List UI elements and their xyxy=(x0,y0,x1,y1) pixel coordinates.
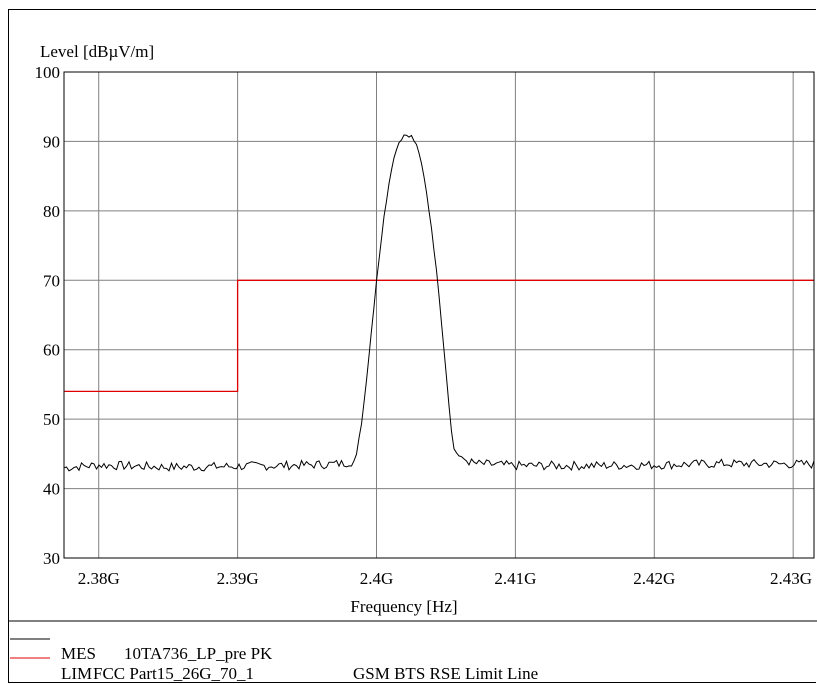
x-tick-label: 2.41G xyxy=(494,569,536,588)
x-tick-label: 2.39G xyxy=(217,569,259,588)
y-tick-label: 70 xyxy=(43,271,60,290)
y-tick-label: 90 xyxy=(43,132,60,151)
y-tick-labels: 30 40 50 60 70 80 90 100 xyxy=(35,63,61,568)
measurement-trace-layer xyxy=(63,134,815,472)
limit-line-layer xyxy=(64,279,814,393)
grid xyxy=(64,72,814,558)
legend-desc-lim: FCC Part15_26G_70_1 xyxy=(93,664,254,683)
x-axis-label: Frequency [Hz] xyxy=(350,597,457,616)
y-axis-label: Level [dBµV/m] xyxy=(40,42,154,61)
chart-frame xyxy=(8,9,816,683)
x-tick-label: 2.42G xyxy=(633,569,675,588)
legend-key-mes: MES xyxy=(61,644,96,663)
plot-area-border xyxy=(63,71,815,559)
legend-key-lim: LIM xyxy=(61,664,92,683)
series-mes-line xyxy=(63,134,815,472)
y-tick-label: 50 xyxy=(43,410,60,429)
y-tick-label: 60 xyxy=(43,341,60,360)
x-tick-label: 2.4G xyxy=(360,569,394,588)
x-tick-labels: 2.38G 2.39G 2.4G 2.41G 2.42G 2.43G xyxy=(78,569,812,588)
y-tick-label: 80 xyxy=(43,202,60,221)
x-tick-label: 2.43G xyxy=(770,569,812,588)
y-tick-label: 40 xyxy=(43,480,60,499)
y-tick-label: 100 xyxy=(35,63,61,82)
y-tick-label: 30 xyxy=(43,549,60,568)
legend-extra-lim: GSM BTS RSE Limit Line xyxy=(353,664,538,683)
series-lim-line xyxy=(64,279,814,393)
x-tick-label: 2.38G xyxy=(78,569,120,588)
legend-desc-mes: 10TA736_LP_pre PK xyxy=(124,644,273,663)
